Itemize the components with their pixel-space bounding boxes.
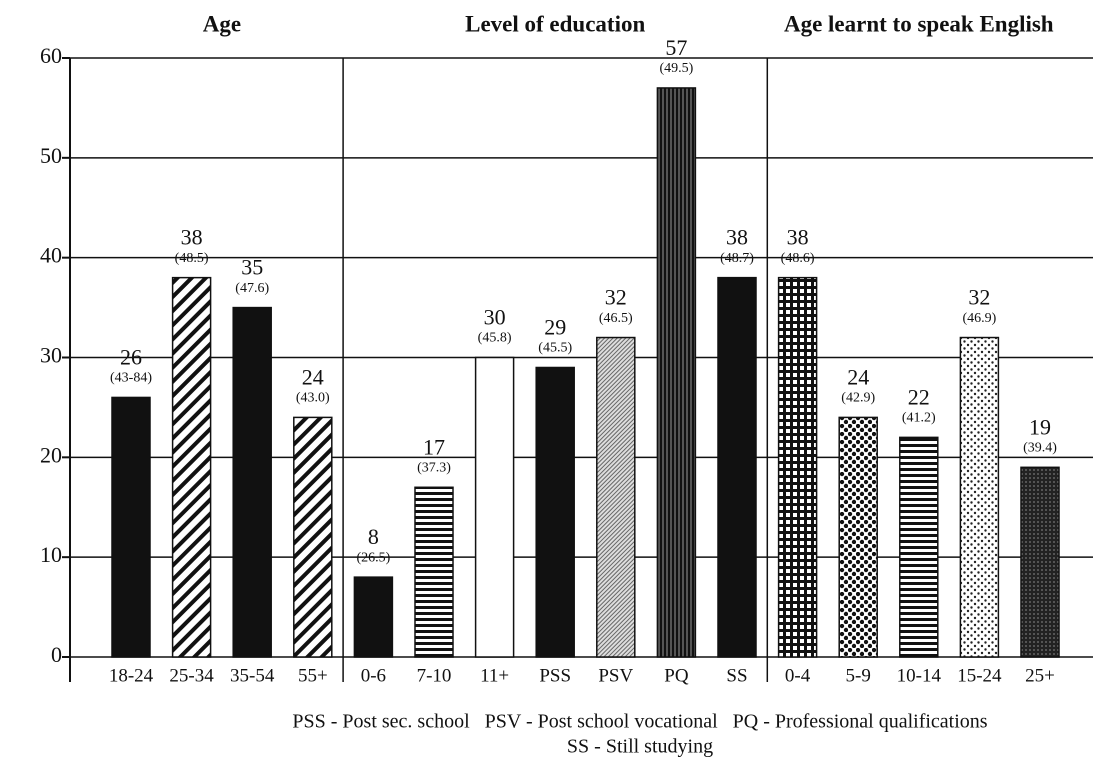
value-sublabel: (43.0) bbox=[296, 391, 330, 406]
value-sublabel: (39.4) bbox=[1023, 441, 1057, 456]
bar bbox=[353, 576, 394, 658]
bar bbox=[414, 486, 454, 658]
bar bbox=[474, 356, 515, 658]
x-tick-label: 15-24 bbox=[957, 665, 1002, 686]
value-sublabel: (46.9) bbox=[962, 311, 996, 326]
y-tick-label: 60 bbox=[40, 43, 62, 68]
bar bbox=[535, 366, 575, 658]
value-label: 24 bbox=[302, 364, 324, 389]
value-sublabel: (45.5) bbox=[538, 341, 572, 356]
bar bbox=[959, 336, 1000, 658]
value-sublabel: (41.2) bbox=[902, 411, 936, 426]
y-tick-label: 20 bbox=[40, 442, 62, 467]
y-tick-label: 50 bbox=[40, 143, 62, 168]
group-title: Level of education bbox=[465, 11, 645, 36]
value-label: 32 bbox=[968, 285, 990, 310]
bar bbox=[777, 276, 818, 658]
footnote: SS - Still studying bbox=[567, 736, 713, 758]
value-label: 29 bbox=[544, 315, 566, 340]
footnote: PSS - Post sec. school PSV - Post school… bbox=[292, 711, 987, 733]
bar bbox=[1020, 466, 1060, 658]
value-label: 17 bbox=[423, 434, 445, 459]
bar bbox=[232, 306, 272, 658]
x-tick-label: 0-6 bbox=[361, 665, 386, 686]
value-label: 38 bbox=[787, 225, 809, 250]
value-sublabel: (48.5) bbox=[175, 251, 209, 266]
x-tick-label: 5-9 bbox=[846, 665, 871, 686]
bar bbox=[293, 416, 333, 658]
value-sublabel: (48.7) bbox=[720, 251, 754, 266]
x-tick-label: 25+ bbox=[1025, 665, 1055, 686]
bar bbox=[596, 336, 636, 658]
x-tick-label: 25-34 bbox=[169, 665, 214, 686]
value-label: 38 bbox=[726, 225, 748, 250]
y-tick-label: 30 bbox=[40, 343, 62, 368]
bar bbox=[171, 276, 212, 658]
x-tick-label: SS bbox=[726, 665, 747, 686]
value-sublabel: (49.5) bbox=[659, 61, 693, 76]
value-label: 26 bbox=[120, 344, 142, 369]
value-label: 35 bbox=[241, 255, 263, 280]
bar bbox=[656, 87, 697, 658]
x-tick-label: 35-54 bbox=[230, 665, 275, 686]
y-tick-label: 40 bbox=[40, 243, 62, 268]
value-label: 8 bbox=[368, 524, 379, 549]
value-label: 32 bbox=[605, 285, 627, 310]
value-label: 30 bbox=[484, 305, 506, 330]
value-sublabel: (37.3) bbox=[417, 461, 451, 476]
x-tick-label: 10-14 bbox=[897, 665, 942, 686]
value-label: 22 bbox=[908, 384, 930, 409]
x-tick-label: PSV bbox=[598, 665, 633, 686]
x-tick-label: PQ bbox=[664, 665, 689, 686]
y-tick-label: 10 bbox=[40, 542, 62, 567]
value-sublabel: (48.6) bbox=[781, 251, 815, 266]
value-sublabel: (43-84) bbox=[110, 371, 152, 386]
value-sublabel: (47.6) bbox=[235, 281, 269, 296]
x-tick-label: 55+ bbox=[298, 665, 328, 686]
x-tick-label: 0-4 bbox=[785, 665, 811, 686]
value-label: 57 bbox=[665, 35, 687, 60]
bar bbox=[838, 416, 878, 658]
value-sublabel: (42.9) bbox=[841, 391, 875, 406]
x-tick-label: 7-10 bbox=[417, 665, 452, 686]
x-tick-label: 18-24 bbox=[109, 665, 154, 686]
bar bbox=[717, 276, 757, 658]
x-tick-label: 11+ bbox=[480, 665, 509, 686]
value-sublabel: (46.5) bbox=[599, 311, 633, 326]
value-label: 38 bbox=[181, 225, 203, 250]
value-label: 19 bbox=[1029, 414, 1051, 439]
value-label: 24 bbox=[847, 364, 869, 389]
bar bbox=[111, 396, 151, 658]
bar bbox=[899, 436, 939, 658]
group-title: Age bbox=[203, 11, 241, 36]
x-tick-label: PSS bbox=[539, 665, 571, 686]
value-sublabel: (26.5) bbox=[356, 550, 390, 565]
value-sublabel: (45.8) bbox=[478, 331, 512, 346]
group-title: Age learnt to speak English bbox=[784, 11, 1054, 36]
y-tick-label: 0 bbox=[51, 642, 62, 667]
